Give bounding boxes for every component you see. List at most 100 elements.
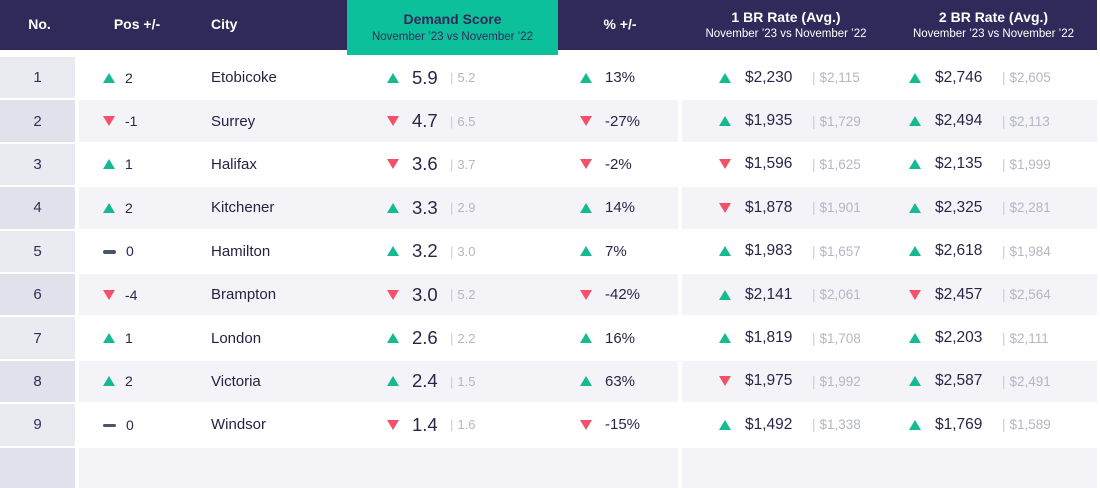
table-row: 2 -1 Surrey 4.7 6.5 -27% <box>0 100 1097 144</box>
1br-rate-title: 1 BR Rate (Avg.) <box>731 8 841 25</box>
two-br-rate-value: $2,618 <box>935 242 983 260</box>
table-row: 4 2 Kitchener 3.3 2.9 14% <box>0 187 1097 231</box>
demand-score-cell: 3.2 3.0 <box>347 231 558 272</box>
demand-score-value: 2.4 <box>412 370 438 392</box>
trend-up-icon <box>719 419 731 430</box>
one-br-rate-value: $1,596 <box>745 155 793 173</box>
two-br-rate-previous-value: $2,113 <box>1002 114 1050 129</box>
table-row: 7 1 London 2.6 2.2 16% <box>0 317 1097 361</box>
rank-number: 2 <box>33 112 42 130</box>
percent-change-cell: 14% <box>558 187 678 228</box>
percent-change-value: 16% <box>605 329 636 347</box>
one-br-rate-previous-value: $2,061 <box>812 287 861 302</box>
two-br-rate-cell: $2,135 $1,999 <box>890 144 1097 185</box>
col-header-position-change: Pos +/- <box>79 0 195 50</box>
rank-number: 8 <box>33 372 42 390</box>
one-br-rate-value: $1,492 <box>745 415 793 433</box>
column-divider <box>75 100 79 142</box>
trend-down-icon <box>103 116 115 127</box>
col-header-percent-label: % +/- <box>603 16 637 33</box>
demand-score-cell: 2.4 1.5 <box>347 361 558 402</box>
city-name: Windsor <box>211 416 267 434</box>
position-change-cell: 1 <box>79 144 195 185</box>
one-br-rate-previous-value: $1,338 <box>812 417 861 432</box>
trend-up-icon <box>580 246 592 257</box>
rank-cell: 4 <box>0 187 75 229</box>
trend-up-icon <box>387 376 399 387</box>
trend-up-icon <box>103 202 115 213</box>
col-header-no-label: No. <box>28 16 51 33</box>
trend-up-icon <box>909 72 921 83</box>
trend-up-icon <box>719 116 731 127</box>
demand-score-value: 2.6 <box>412 327 438 349</box>
column-divider <box>678 317 682 359</box>
2br-rate-subtitle: November ’23 vs November ’22 <box>912 28 1075 41</box>
one-br-rate-cell: $1,492 $1,338 <box>682 404 890 445</box>
demand-score-previous-value: 1.5 <box>450 374 475 389</box>
position-change-value: 2 <box>125 69 133 86</box>
one-br-rate-cell: $1,878 $1,901 <box>682 187 890 228</box>
position-change-cell: 2 <box>79 187 195 228</box>
trend-down-icon <box>103 289 115 300</box>
one-br-rate-cell: $1,596 $1,625 <box>682 144 890 185</box>
trend-down-icon <box>387 116 399 127</box>
two-br-rate-cell: $2,457 $2,564 <box>890 274 1097 315</box>
percent-change-value: 13% <box>605 69 636 87</box>
percent-change-cell: 13% <box>558 57 678 98</box>
column-divider <box>75 57 79 99</box>
demand-score-subtitle: November ’23 vs November ’22 <box>371 30 534 43</box>
col-header-city-label: City <box>211 16 238 33</box>
position-change-value: 1 <box>125 156 133 173</box>
rank-cell: 9 <box>0 404 75 446</box>
two-br-rate-previous-value: $2,281 <box>1002 200 1051 215</box>
trend-down-icon <box>719 376 731 387</box>
one-br-rate-value: $1,983 <box>745 242 793 260</box>
col-header-position-label: Pos +/- <box>113 16 161 33</box>
column-divider <box>75 317 79 359</box>
percent-change-cell: -15% <box>558 404 678 445</box>
demand-score-previous-value: 2.9 <box>450 200 475 215</box>
column-divider <box>678 100 682 142</box>
one-br-rate-value: $1,935 <box>745 112 793 130</box>
trend-down-icon <box>719 202 731 213</box>
trend-up-icon <box>387 246 399 257</box>
one-br-rate-previous-value: $1,729 <box>812 114 861 129</box>
trend-up-icon <box>909 333 921 344</box>
column-divider <box>678 360 682 403</box>
city-cell: Brampton <box>195 274 347 315</box>
column-divider <box>75 273 79 316</box>
table-row: 3 1 Halifax 3.6 3.7 -2% <box>0 143 1097 188</box>
table-row: 5 0 Hamilton 3.2 3.0 7% <box>0 230 1097 274</box>
rank-number: 4 <box>33 199 42 217</box>
position-change-cell: 1 <box>79 317 195 358</box>
demand-score-value: 4.7 <box>412 110 438 132</box>
trend-up-icon <box>103 376 115 387</box>
rank-number: 5 <box>33 242 42 260</box>
one-br-rate-value: $1,975 <box>745 372 793 390</box>
one-br-rate-value: $2,141 <box>745 285 793 303</box>
position-change-value: 2 <box>125 199 133 216</box>
two-br-rate-previous-value: $2,111 <box>1002 331 1049 346</box>
percent-change-value: -15% <box>605 416 641 434</box>
two-br-rate-value: $2,135 <box>935 155 983 173</box>
trend-down-icon <box>580 419 592 430</box>
trend-up-icon <box>719 333 731 344</box>
two-br-rate-value: $2,587 <box>935 372 983 390</box>
rank-cell: 7 <box>0 317 75 359</box>
two-br-rate-previous-value: $2,605 <box>1002 70 1051 85</box>
column-divider <box>678 447 682 488</box>
col-header-2br-rate: 2 BR Rate (Avg.) November ’23 vs Novembe… <box>890 0 1097 50</box>
two-br-rate-previous-value: $2,564 <box>1002 287 1051 302</box>
rank-cell: 3 <box>0 143 75 186</box>
table-row-empty <box>0 447 1097 488</box>
demand-score-cell: 3.6 3.7 <box>347 144 558 185</box>
two-br-rate-previous-value: $2,491 <box>1002 374 1051 389</box>
trend-up-icon <box>909 159 921 170</box>
demand-score-previous-value: 1.6 <box>450 417 475 432</box>
position-change-value: 1 <box>125 330 133 347</box>
position-change-cell: 2 <box>79 361 195 402</box>
percent-change-cell: 16% <box>558 317 678 358</box>
rank-cell: 8 <box>0 360 75 403</box>
position-change-value: 2 <box>125 373 133 390</box>
trend-down-icon <box>719 159 731 170</box>
